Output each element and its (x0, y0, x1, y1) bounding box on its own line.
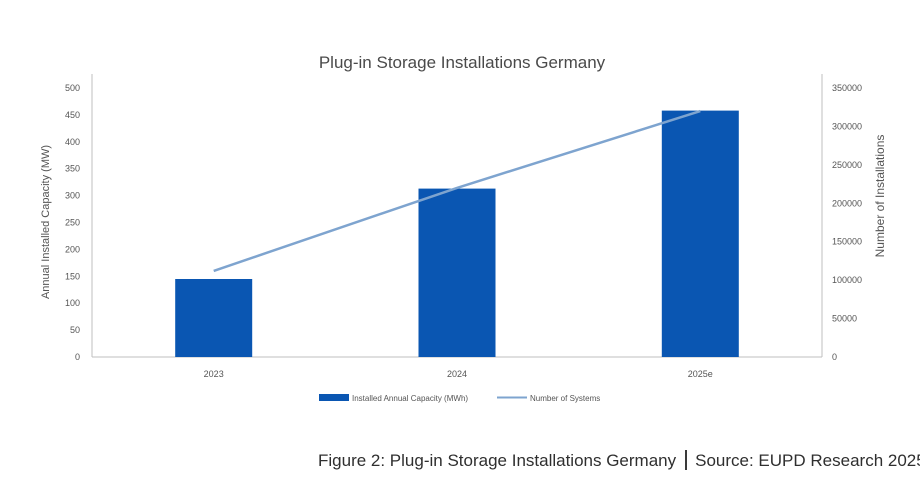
caption-source-text: Source: EUPD Research 2025 (695, 451, 920, 470)
y-tick-label: 50 (70, 325, 80, 335)
bar-2025e (661, 110, 739, 357)
legend-label-line: Number of Systems (530, 394, 600, 403)
bar-layer (175, 110, 739, 357)
legend-label-bar: Installed Annual Capacity (MWh) (352, 394, 468, 403)
y-tick-label: 400 (65, 137, 80, 147)
right-ticks: 0 50000 100000 150000 200000 250000 300000 3500… (832, 83, 862, 362)
y2-tick-label: 200000 (832, 198, 862, 208)
y2-tick-label: 0 (832, 352, 837, 362)
y2-tick-label: 350000 (832, 83, 862, 93)
y2-tick-label: 50000 (832, 314, 857, 324)
legend-swatch-bar (319, 394, 349, 401)
y-tick-label: 450 (65, 110, 80, 120)
x-tick-label: 2024 (447, 369, 467, 379)
y2-tick-label: 250000 (832, 160, 862, 170)
y-tick-label: 300 (65, 191, 80, 201)
caption-figure-text: Figure 2: Plug-in Storage Installations … (318, 451, 677, 470)
y-tick-label: 100 (65, 298, 80, 308)
line-layer (213, 109, 701, 273)
y2-tick-label: 150000 (832, 237, 862, 247)
x-ticks: 2023 2024 2025e (204, 369, 713, 379)
x-tick-label: 2025e (688, 369, 713, 379)
bar-2024 (418, 188, 496, 357)
legend: Installed Annual Capacity (MWh) Number o… (319, 394, 600, 403)
x-tick-label: 2023 (204, 369, 224, 379)
y-tick-label: 200 (65, 244, 80, 254)
caption-separator (685, 450, 688, 470)
y-tick-label: 250 (65, 218, 80, 228)
y-tick-label: 350 (65, 164, 80, 174)
y-tick-label: 0 (75, 352, 80, 362)
figure-caption: Figure 2: Plug-in Storage Installations … (318, 450, 920, 471)
y2-tick-label: 300000 (832, 121, 862, 131)
left-ticks: 0 50 100 150 200 250 300 350 400 450 500 (65, 83, 80, 362)
y-tick-label: 500 (65, 83, 80, 93)
bar-2023 (175, 279, 253, 357)
y-axis-label: Annual Installed Capacity (MW) (40, 145, 52, 299)
chart-title: Plug-in Storage Installations Germany (319, 53, 606, 72)
y-tick-label: 150 (65, 271, 80, 281)
y2-axis-label: Number of Installations (873, 135, 887, 258)
y2-tick-label: 100000 (832, 275, 862, 285)
